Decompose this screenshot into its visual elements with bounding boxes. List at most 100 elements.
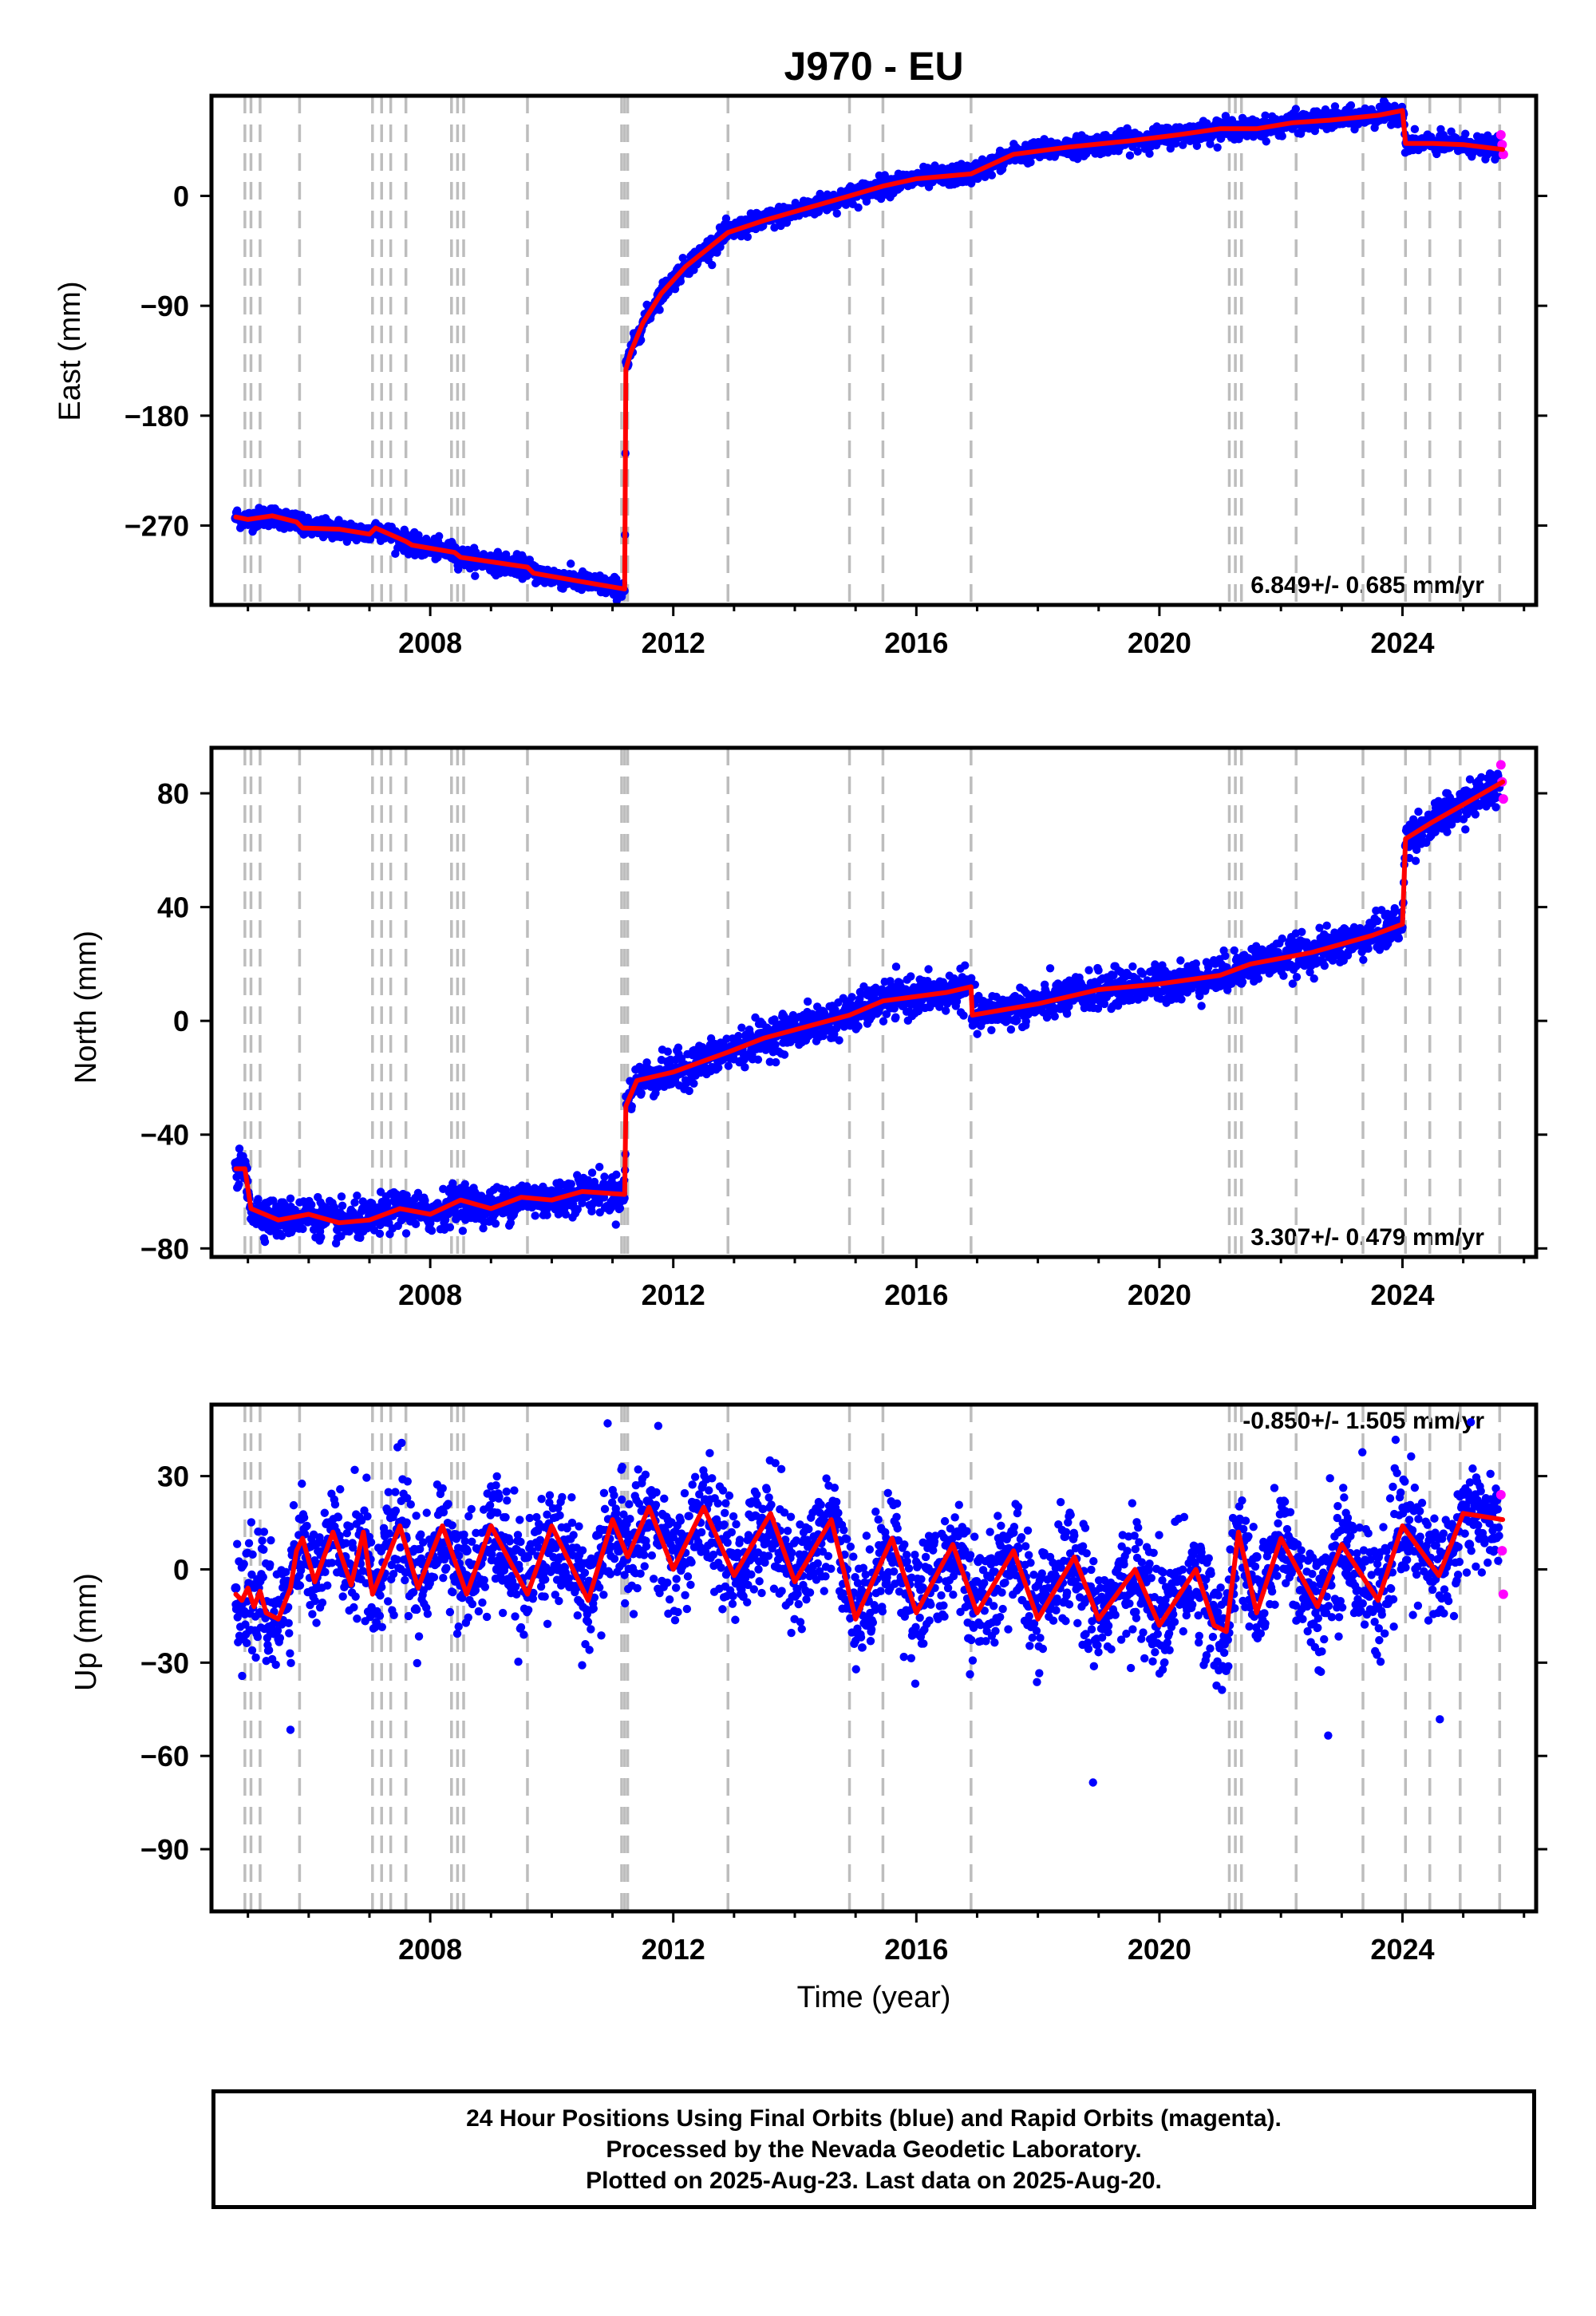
north-final-orbit-dot (277, 1231, 286, 1240)
east-x-tick-label-0: 2008 (398, 626, 462, 659)
north-final-orbit-dot (637, 1089, 646, 1097)
north-final-orbit-dot (741, 1063, 749, 1072)
north-final-orbit-dot (235, 1144, 244, 1153)
north-final-orbit-dot (772, 1057, 780, 1067)
north-final-orbit-dot (587, 1207, 596, 1216)
east-rapid-orbit-point-0 (1495, 129, 1506, 140)
north-final-orbit-dot (924, 965, 933, 974)
north-final-orbit-dot (317, 1233, 326, 1242)
north-data-layer (231, 748, 1508, 1257)
east-final-orbit-dot (987, 171, 997, 180)
east-final-orbit-dot (1330, 102, 1340, 111)
north-final-orbit-dot (923, 977, 932, 986)
north-final-orbit-dot (561, 1210, 571, 1219)
north-panel: North (mm) 3.307+/- 0.479 mm/yr 80400−40… (69, 745, 1547, 1311)
east-final-orbit-dot (743, 232, 753, 242)
east-rapid-orbit-point-2 (1498, 149, 1508, 160)
east-final-orbit-dot (1278, 132, 1286, 140)
north-final-orbit-dot (1006, 1025, 1016, 1034)
north-final-orbit-dot (1138, 969, 1148, 978)
north-final-orbit-dot (376, 1188, 385, 1196)
east-y-tick-label-0: 0 (173, 180, 189, 212)
north-final-orbit-dot (600, 1172, 609, 1181)
north-final-orbit-dot (260, 1237, 270, 1247)
north-final-orbit-dot (642, 1058, 651, 1067)
east-final-orbit-dot (832, 209, 841, 218)
north-final-orbit-dot (1094, 966, 1103, 975)
north-final-orbit-dot (491, 1219, 500, 1228)
north-final-orbit-dot (847, 993, 856, 1002)
north-final-orbit-dot (595, 1162, 604, 1172)
east-frame (209, 93, 1539, 607)
east-data-layer (231, 96, 1508, 605)
north-final-orbit-dot (959, 1011, 968, 1020)
north-final-orbit-dot (307, 1200, 316, 1209)
east-final-orbit-dot (1145, 149, 1154, 158)
north-final-orbit-dot (611, 1220, 620, 1229)
north-final-orbit-dot (891, 1013, 900, 1022)
north-rate-label: 3.307+/- 0.479 mm/yr (1250, 1224, 1484, 1251)
east-rate-label: 6.849+/- 0.685 mm/yr (1250, 572, 1484, 599)
east-final-orbit-dot (434, 532, 444, 541)
east-final-orbit-dot (567, 559, 575, 568)
north-final-orbit-dot (674, 1043, 683, 1052)
north-final-orbit-dot (973, 1030, 982, 1038)
east-y-axis-label: East (mm) (53, 281, 87, 421)
north-final-orbit-dot (835, 1036, 843, 1045)
north-final-orbit-dot (714, 1063, 723, 1072)
north-final-orbit-dot (663, 1047, 673, 1056)
north-final-orbit-dot (383, 1198, 392, 1207)
north-final-orbit-dot (298, 1224, 307, 1234)
north-final-orbit-dot (700, 1062, 709, 1072)
east-final-orbit-dot (1410, 124, 1420, 134)
east-final-orbit-dot (655, 306, 664, 314)
north-final-orbit-dot (1050, 1012, 1059, 1021)
north-final-orbit-dot (770, 1015, 779, 1024)
north-final-orbit-dot (753, 1055, 763, 1064)
east-x-tick-label-4: 2024 (1370, 626, 1434, 659)
east-final-orbit-dot (1346, 101, 1356, 110)
east-final-orbit-dot (1073, 154, 1082, 164)
north-final-orbit-dot (942, 1006, 950, 1015)
north-final-orbit-dot (1013, 1016, 1021, 1025)
east-final-orbit-dot (1026, 158, 1035, 167)
north-final-orbit-dot (1062, 1010, 1072, 1018)
east-final-orbit-dot (1213, 143, 1222, 152)
north-final-orbit-dot (411, 1219, 421, 1229)
north-final-orbit-dot (254, 1195, 263, 1203)
north-final-orbit-dot (458, 1227, 468, 1235)
north-final-orbit-dot (427, 1226, 437, 1235)
north-final-orbit-dot (987, 1026, 996, 1034)
north-final-orbit-dot (356, 1233, 365, 1243)
east-x-tick-label-1: 2012 (642, 626, 705, 659)
north-final-orbit-dot (879, 1017, 888, 1026)
north-final-orbit-dot (337, 1192, 346, 1201)
east-y-tick-label-3: −270 (124, 510, 189, 543)
north-final-orbit-dot (1065, 1002, 1073, 1011)
north-final-orbit-dot (286, 1194, 295, 1203)
north-final-orbit-dot (567, 1180, 575, 1188)
east-final-orbit-dot (721, 214, 731, 223)
north-final-orbit-dot (479, 1223, 488, 1233)
north-final-orbit-dot (882, 1010, 891, 1018)
north-final-orbit-dot (1128, 962, 1137, 971)
east-final-orbit-dot (471, 571, 480, 580)
east-panel: East (mm) 6.849+/- 0.685 mm/yr 0−90−180−… (53, 93, 1547, 659)
north-final-orbit-dot (803, 997, 812, 1006)
north-final-orbit-dot (554, 1210, 563, 1219)
north-final-orbit-dot (612, 1170, 621, 1180)
north-final-orbit-dot (445, 1223, 455, 1232)
east-final-orbit-dot (676, 277, 685, 286)
north-final-orbit-dot (375, 1229, 385, 1239)
east-final-orbit-dot (1125, 151, 1135, 160)
east-final-orbit-dot (1133, 147, 1142, 156)
north-final-orbit-dot (737, 1023, 746, 1032)
north-final-orbit-dot (350, 1198, 359, 1207)
north-final-orbit-dot (771, 1040, 780, 1049)
north-final-orbit-dot (587, 1168, 597, 1177)
north-final-orbit-dot (338, 1201, 347, 1210)
north-final-orbit-dot (780, 1050, 789, 1059)
north-final-orbit-dot (777, 1023, 786, 1033)
